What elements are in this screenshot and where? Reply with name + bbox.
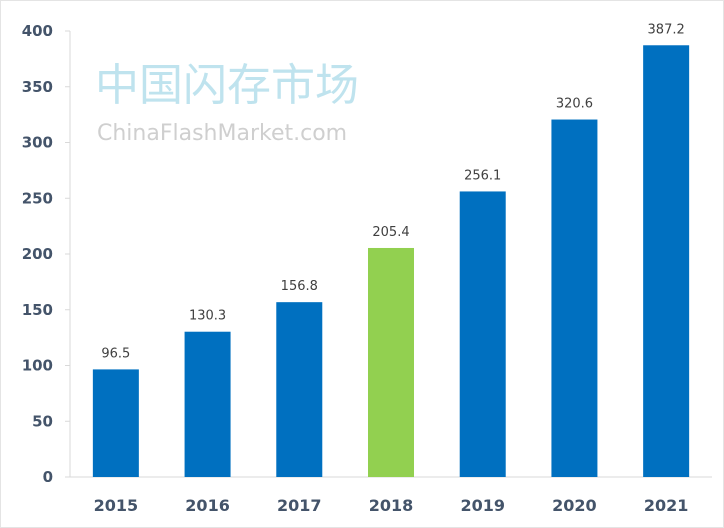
bar-2015 (92, 369, 139, 477)
y-tick-label: 300 (22, 134, 53, 152)
x-tick-label-2021: 2021 (644, 496, 689, 515)
x-tick-label-2019: 2019 (460, 496, 505, 515)
x-tick-label-2017: 2017 (277, 496, 322, 515)
data-label-2015: 96.5 (101, 346, 130, 361)
y-tick-label: 200 (22, 245, 53, 263)
y-tick-label: 100 (22, 357, 53, 375)
bar-2021 (643, 45, 690, 477)
y-tick-label: 350 (22, 78, 53, 96)
bar-2017 (276, 302, 323, 477)
y-tick-label: 250 (22, 189, 53, 207)
watermark-en: ChinaFlashMarket.com (97, 121, 347, 146)
data-label-2019: 256.1 (464, 168, 501, 183)
watermark-cn: 中国闪存市场 (95, 60, 359, 111)
data-label-2017: 156.8 (281, 279, 318, 294)
y-tick-label: 0 (43, 468, 53, 486)
x-tick-label-2016: 2016 (185, 496, 230, 515)
bar-2016 (184, 331, 231, 477)
data-label-2021: 387.2 (648, 22, 685, 37)
data-label-2020: 320.6 (556, 97, 593, 112)
bar-2020 (551, 119, 598, 477)
y-tick-label: 50 (32, 412, 53, 430)
data-label-2018: 205.4 (372, 225, 409, 240)
y-tick-label: 400 (22, 22, 53, 40)
data-label-2016: 130.3 (189, 309, 226, 324)
y-tick-label: 150 (22, 301, 53, 319)
x-tick-label-2018: 2018 (369, 496, 414, 515)
x-tick-label-2020: 2020 (552, 496, 597, 515)
bar-2019 (459, 191, 506, 478)
watermark: 中国闪存市场 ChinaFlashMarket.com (95, 60, 359, 146)
x-tick-label-2015: 2015 (94, 496, 139, 515)
bar-2018 (368, 247, 414, 477)
